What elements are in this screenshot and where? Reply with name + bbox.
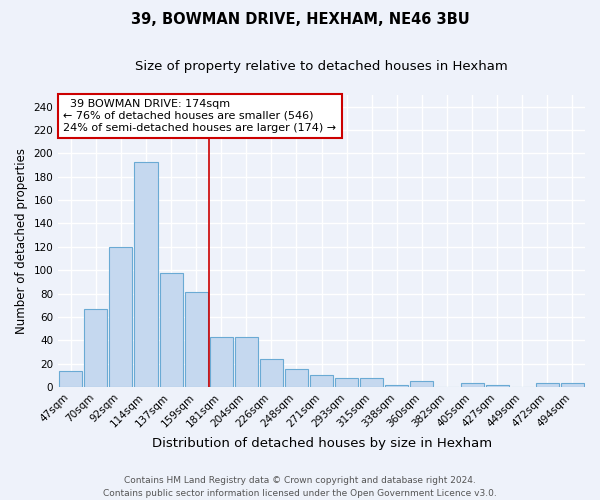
Text: 39, BOWMAN DRIVE, HEXHAM, NE46 3BU: 39, BOWMAN DRIVE, HEXHAM, NE46 3BU <box>131 12 469 28</box>
Bar <box>185 292 208 387</box>
Bar <box>385 384 409 387</box>
Bar <box>410 381 433 387</box>
Bar <box>209 336 233 387</box>
Title: Size of property relative to detached houses in Hexham: Size of property relative to detached ho… <box>135 60 508 73</box>
Bar <box>59 370 82 387</box>
Bar <box>536 384 559 387</box>
Bar <box>84 308 107 387</box>
Bar <box>360 378 383 387</box>
X-axis label: Distribution of detached houses by size in Hexham: Distribution of detached houses by size … <box>152 437 491 450</box>
Bar <box>485 384 509 387</box>
Bar <box>335 378 358 387</box>
Bar <box>160 272 182 387</box>
Text: Contains HM Land Registry data © Crown copyright and database right 2024.
Contai: Contains HM Land Registry data © Crown c… <box>103 476 497 498</box>
Bar <box>109 247 133 387</box>
Bar <box>235 336 258 387</box>
Bar <box>561 384 584 387</box>
Bar <box>260 359 283 387</box>
Y-axis label: Number of detached properties: Number of detached properties <box>15 148 28 334</box>
Bar <box>461 384 484 387</box>
Bar <box>310 376 333 387</box>
Bar <box>285 370 308 387</box>
Bar <box>134 162 158 387</box>
Text: 39 BOWMAN DRIVE: 174sqm
← 76% of detached houses are smaller (546)
24% of semi-d: 39 BOWMAN DRIVE: 174sqm ← 76% of detache… <box>64 100 337 132</box>
